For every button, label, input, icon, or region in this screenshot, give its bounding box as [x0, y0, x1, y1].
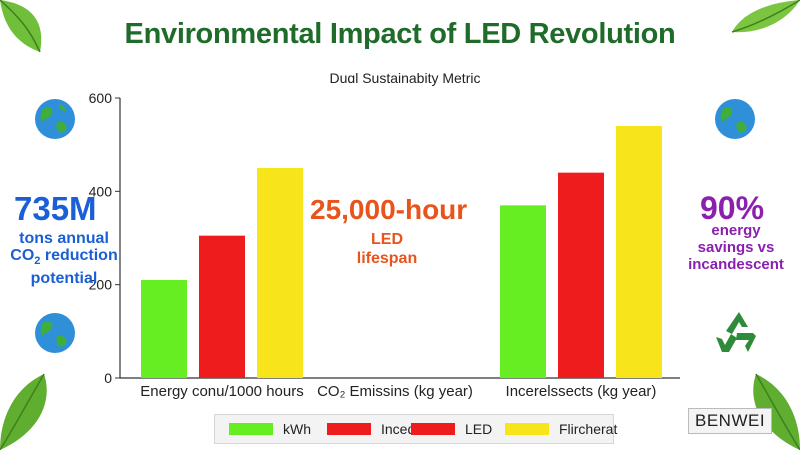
globe-icon	[35, 313, 75, 353]
bar	[558, 172, 604, 378]
left-stat-line2: CO2 reduction	[4, 247, 124, 270]
left-stat-caption: tons annual CO2 reduction potential	[4, 230, 124, 287]
chart-title: Environmental Impact of LED Revolution	[124, 18, 676, 50]
left-stat-sub: 2	[34, 255, 41, 268]
bar	[500, 205, 546, 378]
y-tick-label: 600	[89, 90, 113, 106]
legend-swatch	[411, 423, 455, 435]
legend-swatch	[327, 423, 371, 435]
left-stat-line1: tons annual	[19, 230, 109, 247]
right-stat-line2: savings vs	[697, 239, 775, 256]
bar	[616, 126, 662, 378]
legend-label: Flircherat	[559, 421, 618, 437]
chart-subtitle: Duɑl Sustainabity Metric	[329, 70, 481, 86]
x-category-label: Energy conu/1000 hours	[140, 383, 303, 400]
leaf-icon	[0, 373, 47, 450]
right-stat-caption: energy savings vs incandescent	[680, 222, 792, 273]
watermark: BENWEI	[688, 408, 773, 434]
globe-icon	[35, 99, 75, 139]
chart-legend: kWh Inceɑl LED Flircherat	[214, 414, 618, 444]
leaf-icon	[0, 0, 42, 53]
legend-swatch	[229, 423, 273, 435]
x-category-label: CO₂ Emissins (kg year)	[317, 383, 473, 400]
y-tick-label: 200	[89, 277, 113, 293]
legend-label: kWh	[283, 421, 311, 437]
recycle-icon	[716, 312, 756, 352]
center-stat-line2: lifespan	[356, 250, 418, 267]
left-stat-reduction: reduction	[40, 247, 118, 264]
y-tick-label: 0	[104, 370, 112, 386]
globe-icon	[715, 99, 755, 139]
center-stat-number: 25,000-hour	[310, 194, 468, 225]
leaf-icon	[753, 373, 800, 450]
right-stat-line1: energy	[711, 222, 761, 239]
right-stat-line3: incandescent	[688, 256, 784, 273]
leaf-icon	[731, 0, 800, 33]
left-stat-co: CO	[10, 247, 35, 264]
legend-label: LED	[465, 421, 493, 437]
y-tick-label: 400	[89, 183, 113, 199]
bar	[199, 235, 245, 378]
bar	[257, 168, 303, 378]
bar	[141, 280, 187, 378]
x-category-label: Incerelssects (kg year)	[506, 383, 657, 400]
legend-label: Inceɑl	[381, 421, 419, 437]
center-stat-caption: LED lifespan	[352, 230, 422, 268]
legend-swatch	[505, 423, 549, 435]
left-stat-line3: potential	[30, 270, 98, 288]
center-stat-line1: LED	[371, 231, 403, 248]
right-stat-number: 90%	[700, 190, 765, 226]
left-stat-number: 735M	[14, 190, 97, 227]
